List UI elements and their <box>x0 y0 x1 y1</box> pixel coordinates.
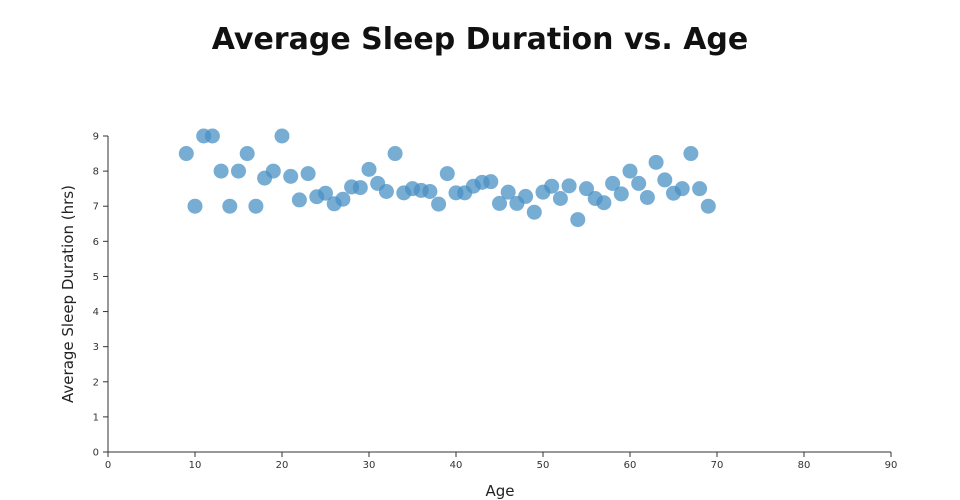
data-point <box>552 190 568 206</box>
x-tick-label: 10 <box>189 460 202 471</box>
x-tick-label: 30 <box>363 460 376 471</box>
y-tick-label: 6 <box>93 237 99 248</box>
data-point <box>187 198 203 214</box>
y-tick-label: 5 <box>93 272 99 283</box>
data-point <box>248 198 264 214</box>
data-point <box>631 175 647 191</box>
data-point <box>439 166 455 182</box>
data-point <box>605 175 621 191</box>
y-tick-label: 3 <box>93 342 99 353</box>
y-tick-label: 2 <box>93 377 99 388</box>
data-point <box>518 188 534 204</box>
data-point <box>300 166 316 182</box>
x-tick-label: 40 <box>450 460 463 471</box>
data-point <box>239 146 255 162</box>
data-point <box>431 196 447 212</box>
data-point <box>492 195 507 211</box>
data-point <box>378 183 394 199</box>
x-tick-label: 90 <box>885 460 898 471</box>
data-point <box>283 168 299 184</box>
data-point <box>204 128 220 144</box>
data-point <box>579 181 594 197</box>
data-point <box>231 163 246 179</box>
x-tick-label: 0 <box>105 460 111 471</box>
x-tick-label: 60 <box>624 460 637 471</box>
data-point <box>222 198 238 214</box>
data-point <box>561 178 577 194</box>
data-point <box>700 198 716 214</box>
x-tick-label: 70 <box>711 460 724 471</box>
y-axis: 0 1 2 3 4 5 6 7 8 9 <box>93 132 109 459</box>
x-tick-label: 80 <box>798 460 811 471</box>
data-point <box>291 192 307 208</box>
x-tick-label: 20 <box>276 460 289 471</box>
data-point <box>335 191 351 207</box>
data-point <box>596 195 612 211</box>
data-point <box>570 212 586 228</box>
data-point <box>361 161 377 177</box>
data-point <box>274 128 290 144</box>
y-tick-label: 7 <box>93 202 99 213</box>
x-axis-label: Age <box>485 482 514 500</box>
data-points <box>178 128 716 228</box>
data-point <box>674 181 690 197</box>
y-tick-label: 8 <box>93 167 99 178</box>
data-point <box>422 183 438 199</box>
data-point <box>483 174 499 190</box>
data-point <box>613 186 629 202</box>
x-tick-label: 50 <box>537 460 550 471</box>
data-point <box>692 181 708 197</box>
data-point <box>387 146 403 162</box>
data-point <box>178 146 194 162</box>
data-point <box>544 178 560 194</box>
y-axis-label: Average Sleep Duration (hrs) <box>59 185 77 403</box>
x-axis: 0 10 20 30 40 50 60 70 80 90 <box>105 451 898 471</box>
y-tick-label: 4 <box>93 307 99 318</box>
data-point <box>639 189 655 205</box>
y-tick-label: 1 <box>93 412 99 423</box>
data-point <box>683 146 699 162</box>
data-point <box>648 154 664 170</box>
data-point <box>657 172 673 188</box>
y-tick-label: 9 <box>93 132 99 143</box>
data-point <box>265 163 281 179</box>
data-point <box>526 204 542 220</box>
chart-title: Average Sleep Duration vs. Age <box>211 22 749 57</box>
data-point <box>500 184 516 200</box>
data-point <box>622 163 638 179</box>
data-point <box>213 163 229 179</box>
data-point <box>318 185 333 201</box>
y-tick-label: 0 <box>93 448 99 459</box>
data-point <box>352 180 368 196</box>
